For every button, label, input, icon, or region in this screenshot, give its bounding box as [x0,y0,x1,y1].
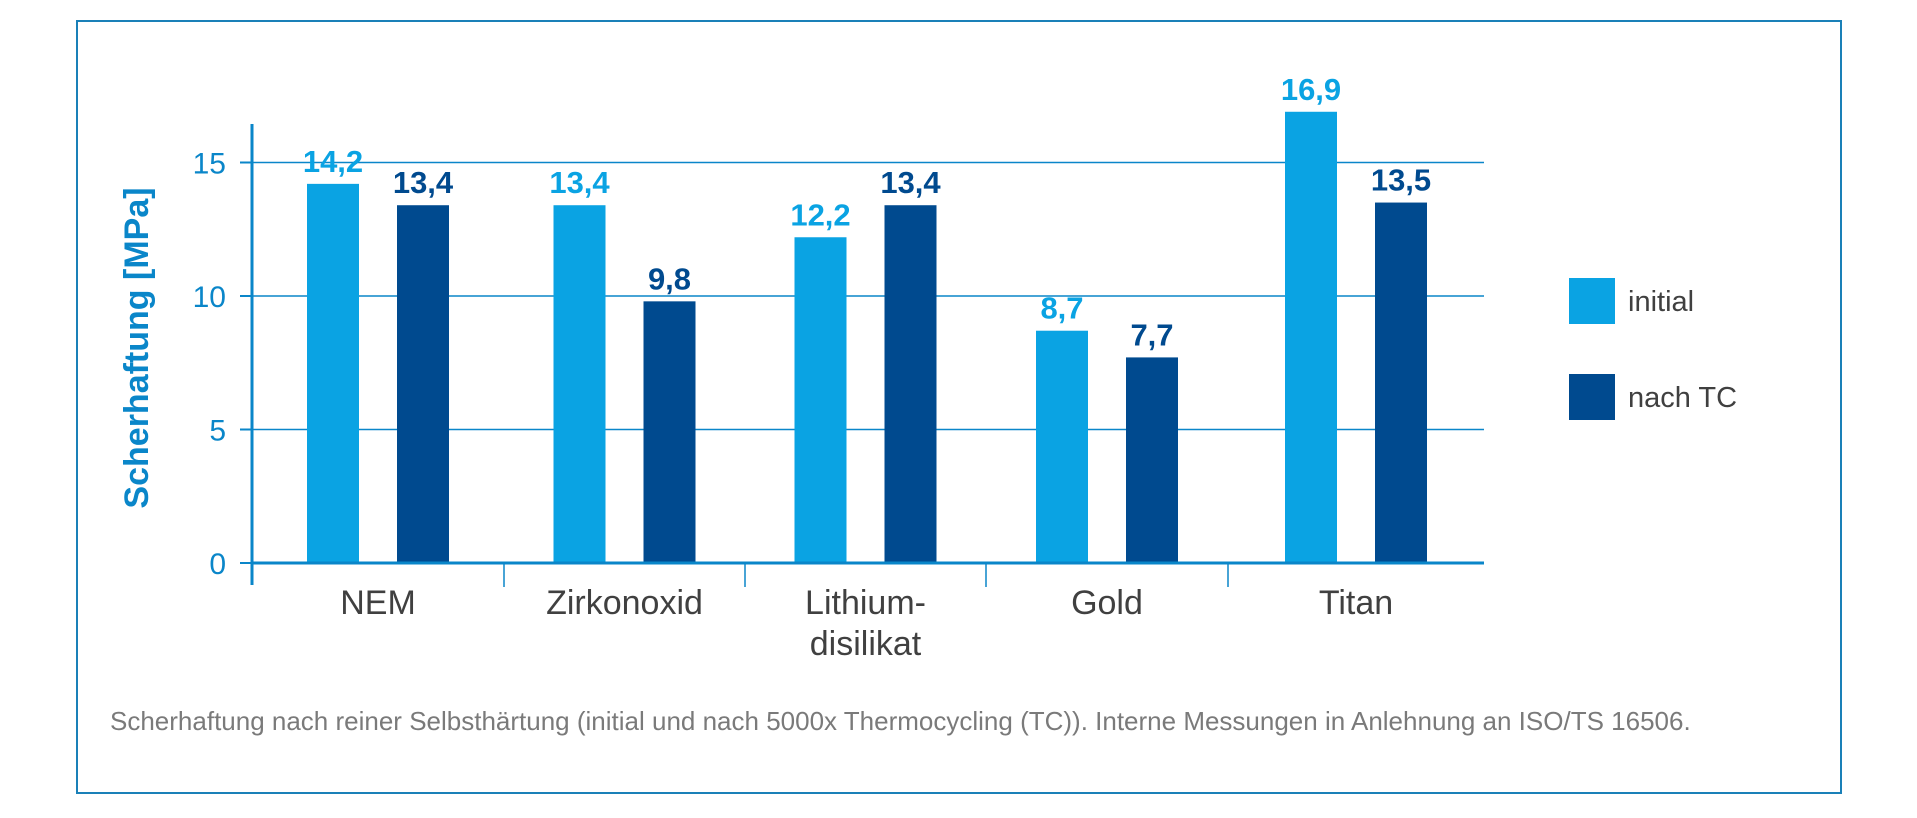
legend: initial nach TC [1569,278,1737,420]
bar-value-label: 7,7 [1130,317,1173,352]
bar-value-label: 14,2 [303,144,363,179]
bar-value-label: 13,4 [393,165,454,200]
bar [1375,202,1427,564]
chart-frame [76,20,1842,794]
legend-label: initial [1628,286,1694,318]
y-tick-label: 5 [209,415,226,448]
bar-value-label: 9,8 [648,261,691,296]
data-labels: 14,2 13,4 13,4 9,8 12,2 13,4 8,7 7,7 16,9 13,5 [303,72,1431,353]
bar-value-label: 13,4 [549,165,610,200]
y-tick-label: 10 [193,281,226,314]
x-category-label: Zirkonoxid [546,584,703,622]
x-category-label: Titan [1319,584,1393,622]
x-category-label: disilikat [810,625,922,663]
x-category-label: NEM [340,584,416,622]
bar-value-label: 13,5 [1371,163,1431,198]
bar [397,205,449,563]
x-category-label: Lithium- [805,584,926,622]
bar-value-label: 12,2 [790,197,850,232]
bars [307,111,1427,564]
bar [1285,111,1337,564]
y-axis-label: Scherhaftung [MPa] [118,187,156,508]
legend-swatch [1569,278,1615,324]
bar [1126,357,1178,563]
bar-value-label: 8,7 [1040,291,1083,326]
bar [1036,330,1088,563]
legend-swatch [1569,374,1615,420]
chart-caption: Scherhaftung nach reiner Selbsthärtung (… [110,706,1691,736]
axes: 0 5 10 15 NEM Zirkonoxid Lithium-disilikat Gold… [193,124,1484,663]
bar [643,301,696,563]
gridlines [252,161,1484,431]
bar-value-label: 16,9 [1281,72,1341,107]
bar-value-label: 13,4 [880,165,941,200]
bar [307,183,359,564]
x-category-label: Gold [1071,584,1143,622]
y-tick-label: 15 [193,148,226,181]
legend-label: nach TC [1628,382,1737,414]
y-tick-label: 0 [209,548,226,581]
bar [553,205,606,563]
bar-chart: 0 5 10 15 NEM Zirkonoxid Lithium-disilikat Gold… [118,72,1737,663]
bar [794,237,847,563]
bar [884,205,937,563]
